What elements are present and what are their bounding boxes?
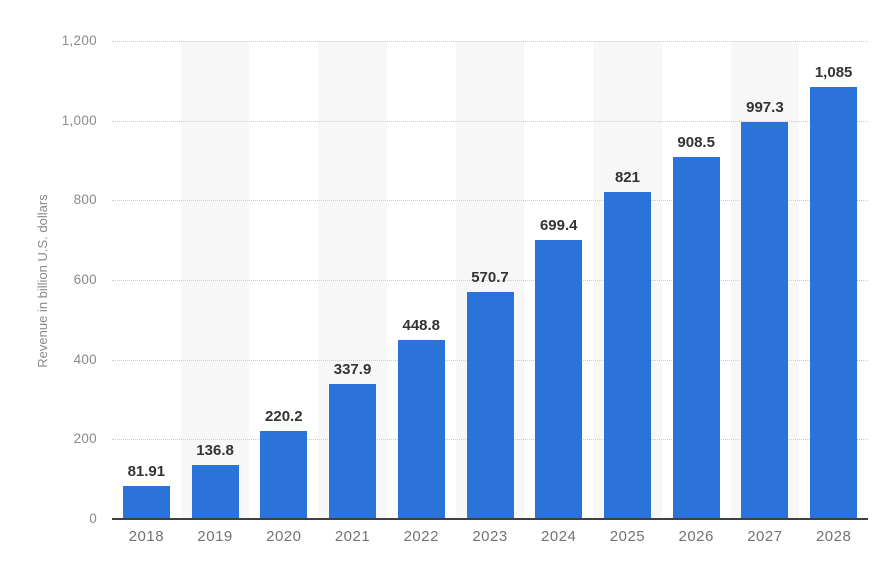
bar[interactable] (329, 384, 377, 519)
x-tick-label: 2019 (197, 528, 233, 545)
bar-value-label: 220.2 (265, 408, 303, 426)
y-tick-label: 1,200 (61, 33, 97, 48)
bar-value-label: 997.3 (746, 98, 784, 116)
y-tick-label: 200 (73, 431, 97, 447)
gridline (112, 280, 868, 281)
y-tick-label: 600 (73, 272, 97, 287)
bar[interactable] (672, 157, 720, 519)
bar[interactable] (535, 240, 583, 519)
x-tick-label: 2024 (541, 528, 577, 545)
bar-value-label: 1,085 (814, 63, 853, 81)
gridline (112, 120, 868, 122)
bar[interactable] (260, 431, 308, 519)
x-tick-label: 2026 (678, 528, 714, 545)
x-tick-label: 2028 (815, 528, 852, 545)
x-tick-label: 2025 (609, 528, 646, 545)
y-tick-label: 400 (73, 351, 97, 367)
gridline (112, 200, 868, 202)
x-tick-label: 2022 (403, 528, 439, 545)
x-tick-label: 2018 (128, 528, 165, 545)
bar-value-label: 81.91 (127, 463, 166, 481)
bar[interactable] (810, 86, 858, 519)
bar-value-label: 570.7 (471, 268, 509, 286)
bar-value-label: 337.9 (333, 361, 372, 379)
x-axis-line (112, 518, 868, 520)
bar[interactable] (122, 486, 170, 519)
x-tick-label: 2021 (334, 528, 371, 545)
x-tick-label: 2023 (472, 528, 508, 545)
bar[interactable] (741, 121, 789, 519)
bar[interactable] (397, 340, 445, 519)
x-tick-label: 2027 (747, 528, 783, 545)
y-tick-label: 800 (73, 192, 97, 208)
bar[interactable] (191, 464, 239, 519)
bar-value-label: 908.5 (677, 134, 715, 152)
bar-value-label: 136.8 (196, 441, 234, 459)
bar-value-label: 699.4 (539, 217, 578, 235)
bar[interactable] (603, 191, 651, 519)
x-tick-label: 2020 (266, 528, 302, 545)
y-tick-label: 1,000 (61, 112, 97, 128)
gridline (112, 41, 868, 42)
bar-value-label: 448.8 (402, 317, 441, 335)
y-tick-label: 0 (89, 511, 97, 526)
bar[interactable] (466, 291, 514, 519)
bar-value-label: 821 (614, 168, 640, 186)
